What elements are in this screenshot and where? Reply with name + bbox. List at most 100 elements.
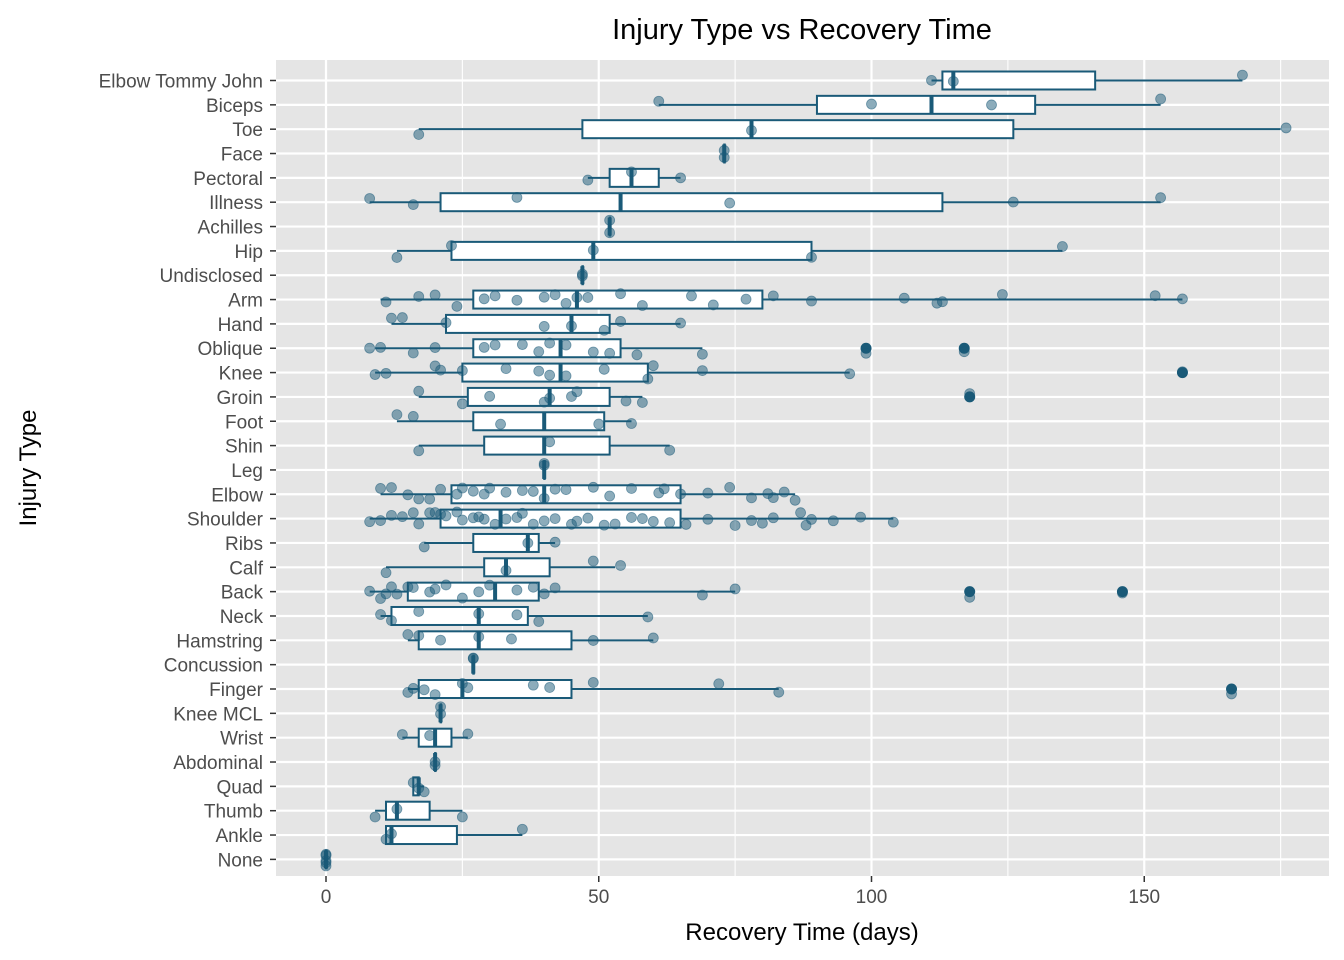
data-point: [593, 418, 605, 430]
data-point: [386, 828, 397, 840]
data-point: [375, 609, 386, 620]
y-tick-label: Toe: [232, 120, 263, 141]
data-point: [631, 349, 643, 361]
data-point: [653, 95, 665, 107]
data-point: [560, 484, 572, 495]
data-point: [549, 582, 561, 594]
data-point: [997, 289, 1008, 300]
data-point: [391, 803, 403, 815]
data-point: [407, 411, 419, 422]
data-point: [418, 684, 430, 696]
y-tick-label: Ribs: [225, 534, 263, 555]
data-point: [778, 486, 790, 498]
data-point: [418, 541, 430, 553]
data-point: [587, 677, 599, 688]
data-point: [1280, 122, 1292, 134]
y-tick-label: Abdominal: [173, 753, 263, 774]
data-point: [396, 729, 408, 740]
data-point: [795, 507, 806, 519]
data-point: [675, 488, 686, 500]
data-point: [489, 518, 501, 530]
data-point: [560, 297, 572, 309]
data-point: [446, 240, 457, 251]
data-point: [587, 346, 599, 358]
data-point: [604, 347, 616, 359]
data-point: [391, 588, 403, 600]
data-point: [587, 481, 599, 493]
data-point: [887, 516, 899, 528]
data-point: [615, 560, 626, 571]
data-point: [478, 341, 490, 353]
box: [390, 605, 529, 626]
data-point: [500, 486, 512, 498]
data-point: [718, 152, 730, 163]
data-point: [789, 494, 801, 506]
data-point: [386, 482, 397, 493]
data-point: [516, 507, 528, 519]
data-point: [407, 507, 419, 519]
data-point: [386, 615, 397, 627]
data-point: [473, 608, 485, 620]
data-point: [598, 324, 610, 336]
y-axis: Elbow Tommy John Biceps Toe Face Pectoral Ill…: [99, 72, 276, 871]
data-point: [484, 390, 496, 402]
data-point: [440, 510, 452, 522]
x-tick-label: 100: [856, 887, 888, 908]
data-point: [451, 506, 463, 518]
data-point: [429, 583, 441, 595]
data-point: [495, 418, 506, 430]
data-point: [527, 581, 539, 593]
data-point: [544, 337, 556, 349]
data-point: [724, 197, 736, 209]
data-point: [407, 347, 419, 359]
data-point: [429, 342, 441, 353]
y-axis-title: Injury Type: [15, 410, 42, 527]
y-tick-label: Oblique: [198, 339, 264, 360]
data-point: [500, 565, 512, 576]
data-point: [647, 516, 659, 527]
data-point: [675, 317, 686, 329]
data-point: [571, 515, 583, 527]
data-point: [391, 409, 403, 421]
data-point: [767, 290, 779, 302]
data-point: [544, 436, 556, 448]
data-point: [429, 289, 441, 301]
data-point: [636, 513, 648, 524]
data-point: [664, 517, 676, 529]
data-point: [320, 860, 332, 872]
y-tick-label: Face: [221, 145, 263, 166]
data-point: [467, 653, 479, 664]
data-point: [435, 634, 446, 646]
data-point: [860, 347, 872, 359]
data-point: [380, 367, 392, 379]
data-point: [413, 630, 425, 642]
y-tick-label: Biceps: [206, 96, 263, 117]
data-point: [773, 686, 785, 698]
data-point: [827, 515, 839, 527]
data-point: [402, 629, 414, 640]
data-point: [604, 214, 616, 226]
box: [450, 240, 813, 261]
data-point: [527, 486, 539, 497]
data-point: [729, 583, 741, 595]
data-point: [500, 363, 512, 374]
data-point: [429, 689, 441, 701]
data-point: [615, 288, 626, 300]
data-point: [1007, 196, 1019, 208]
y-tick-label: Achilles: [198, 218, 263, 239]
data-point: [560, 370, 572, 382]
data-point: [473, 586, 485, 598]
data-point: [484, 482, 496, 494]
data-point: [456, 398, 468, 410]
data-point: [489, 290, 501, 302]
data-point: [696, 589, 708, 601]
data-point: [533, 346, 545, 358]
box: [941, 70, 1097, 91]
y-tick-label: Calf: [229, 558, 264, 579]
data-point: [544, 392, 556, 404]
data-point: [424, 730, 436, 741]
data-point: [527, 679, 539, 691]
data-point: [511, 192, 523, 203]
data-point: [538, 291, 550, 303]
